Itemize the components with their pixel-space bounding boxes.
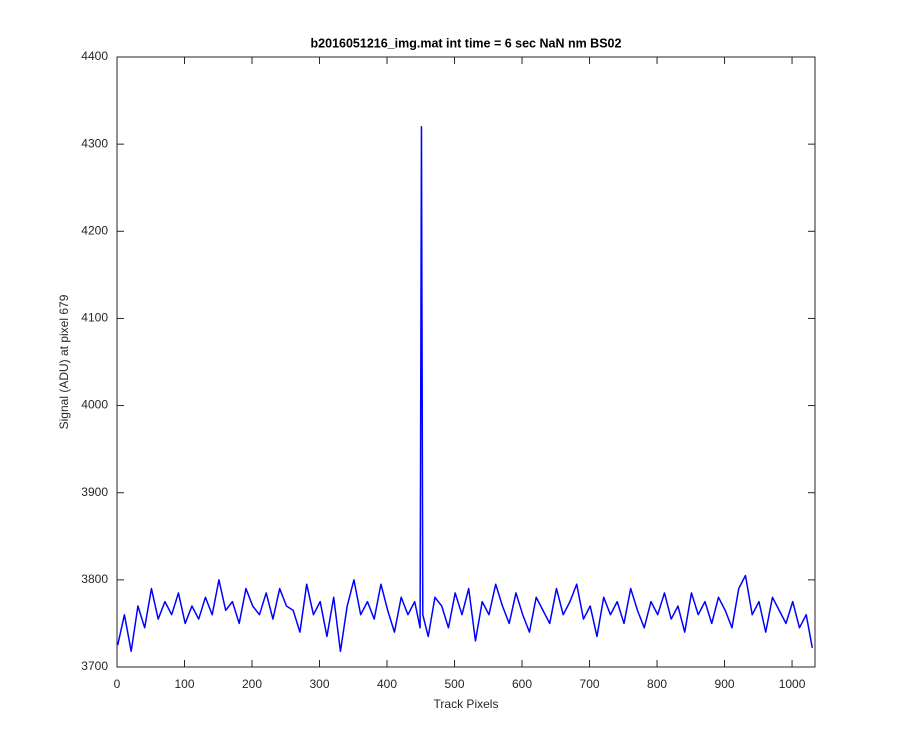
y-tick-label: 4400: [81, 49, 108, 63]
x-tick-label: 500: [445, 677, 465, 691]
y-tick-label: 4200: [81, 223, 108, 237]
x-tick-label: 900: [715, 677, 735, 691]
y-tick-label: 4000: [81, 398, 108, 412]
y-tick-label: 3800: [81, 572, 108, 586]
y-tick-label: 4100: [81, 311, 108, 325]
y-tick-label: 4300: [81, 136, 108, 150]
x-tick-label: 600: [512, 677, 532, 691]
x-tick-label: 100: [174, 677, 194, 691]
data-line: [116, 125, 814, 653]
chart-title: b2016051216_img.mat int time = 6 sec NaN…: [311, 36, 622, 50]
x-tick-label: 300: [309, 677, 329, 691]
y-tick-label: 3700: [81, 659, 108, 673]
axes-box: [116, 56, 816, 668]
x-tick-label: 700: [580, 677, 600, 691]
x-axis-label: Track Pixels: [434, 697, 499, 711]
y-axis-label: Signal (ADU) at pixel 679: [57, 294, 71, 429]
x-tick-label: 400: [377, 677, 397, 691]
y-tick-label: 3900: [81, 485, 108, 499]
x-tick-label: 1000: [779, 677, 806, 691]
x-tick-label: 200: [242, 677, 262, 691]
x-tick-label: 800: [647, 677, 667, 691]
x-tick-label: 0: [114, 677, 121, 691]
